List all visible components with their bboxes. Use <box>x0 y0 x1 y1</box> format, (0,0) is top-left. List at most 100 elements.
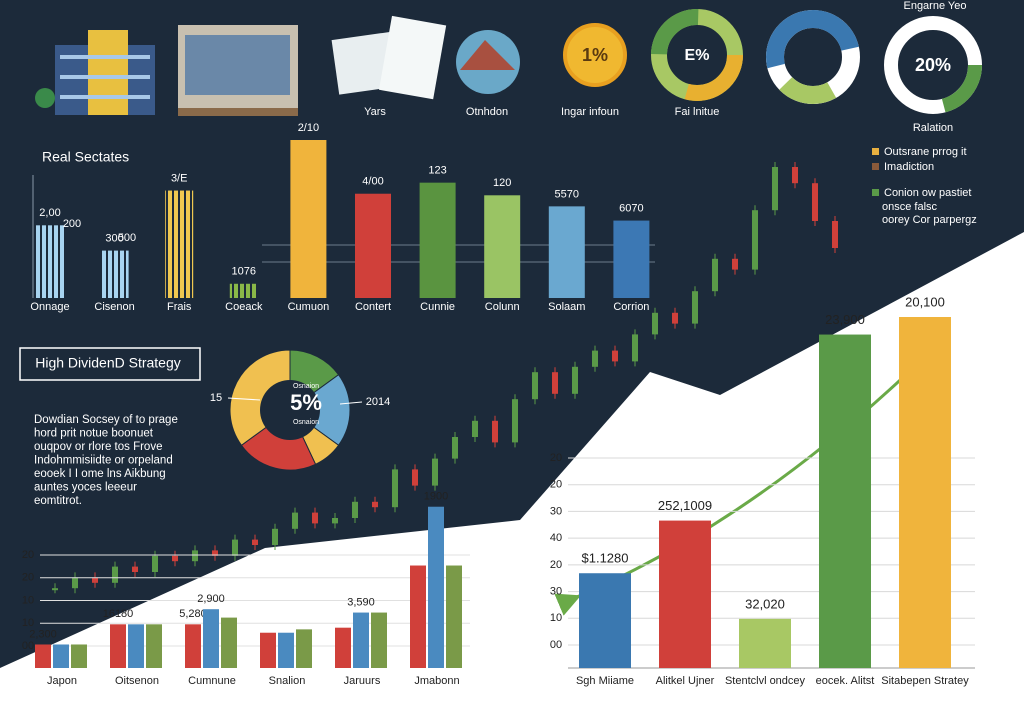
candle <box>552 372 558 394</box>
legend-text: Conion ow pastiet <box>884 187 971 199</box>
x-tick-label: Alitkel Ujner <box>656 675 715 687</box>
bar <box>410 565 426 668</box>
legend-swatch <box>872 163 879 170</box>
bar <box>128 624 144 668</box>
bar-label: 252,1009 <box>658 498 712 513</box>
x-tick-label: Solaam <box>548 301 585 313</box>
candle <box>512 399 518 443</box>
x-tick-label: Contert <box>355 301 391 313</box>
y-tick-label: 20 <box>22 549 34 561</box>
x-tick-label: Jaruurs <box>344 675 381 687</box>
bar-label: 32,020 <box>745 596 785 611</box>
x-tick-label: Cunnie <box>420 301 455 313</box>
badge: E% <box>685 47 710 64</box>
bar <box>71 644 87 668</box>
bar-label: 3,590 <box>347 596 375 608</box>
candle <box>272 528 278 545</box>
legend-text: onsce falsc <box>882 201 938 213</box>
pie-slice <box>229 349 291 446</box>
candle <box>792 167 798 184</box>
bar-label: 2,300 <box>29 628 57 640</box>
leader <box>339 401 363 405</box>
bar-label: $1.1280 <box>582 551 629 566</box>
bar <box>229 283 258 298</box>
icon-label: Fai lnitue <box>675 106 720 118</box>
bar-label: 23,900 <box>825 312 865 327</box>
legend-swatch <box>872 189 879 196</box>
candle <box>92 577 98 583</box>
bar-label: 5570 <box>555 188 579 200</box>
bar <box>579 573 631 668</box>
y-tick-label: 20 <box>550 559 562 571</box>
bar-label: 500 <box>118 232 136 244</box>
candle <box>812 183 818 221</box>
pie-label: 2014 <box>366 396 390 408</box>
candle <box>52 588 58 591</box>
bar <box>110 624 126 668</box>
bar <box>353 612 369 668</box>
x-tick-label: Japon <box>47 675 77 687</box>
pie-hole <box>260 380 320 440</box>
bar <box>165 190 194 298</box>
bar-label: 1900 <box>424 491 448 503</box>
candle <box>772 167 778 211</box>
candle <box>392 469 398 508</box>
candle <box>192 550 198 562</box>
y-tick-label: 00 <box>550 639 562 651</box>
candle <box>432 458 438 486</box>
bar <box>446 565 462 668</box>
bar-label: 20,100 <box>905 294 945 309</box>
papers <box>331 15 447 100</box>
x-tick-label: Cumuon <box>288 301 330 313</box>
y-tick-label: 30 <box>550 505 562 517</box>
bar-label: 120 <box>493 177 511 189</box>
y-tick-label: 10 <box>22 594 34 606</box>
bar <box>185 624 201 668</box>
candle <box>732 258 738 270</box>
y-tick-label: 00 <box>22 640 34 652</box>
candle <box>592 350 598 367</box>
bar <box>260 632 276 668</box>
x-tick-label: Sgh Miiame <box>576 675 634 687</box>
candle <box>752 210 758 270</box>
bar <box>371 612 387 668</box>
bar <box>290 140 327 298</box>
bar <box>899 317 951 668</box>
x-tick-label: Corrion <box>613 301 649 313</box>
bar-label: 2/10 <box>298 122 319 134</box>
bar <box>484 195 521 298</box>
candle <box>672 312 678 324</box>
x-tick-label: Cumnune <box>188 675 236 687</box>
y-tick-label: 20 <box>550 479 562 491</box>
x-tick-label: Snalion <box>269 675 306 687</box>
description-line: eomtitrot. <box>34 495 82 507</box>
bar <box>203 609 219 668</box>
candle <box>212 550 218 556</box>
icon-label: Ralation <box>913 122 953 134</box>
legend-text: oorey Cor parpergz <box>882 214 977 226</box>
candle <box>452 437 458 459</box>
legend-text: Imadiction <box>884 161 934 173</box>
candle <box>492 420 498 443</box>
bar <box>278 632 294 668</box>
y-tick-label: 30 <box>550 585 562 597</box>
candle <box>252 539 258 545</box>
bar-label: 5,280 <box>179 608 207 620</box>
badge: 1% <box>582 45 608 65</box>
bar <box>613 220 650 298</box>
x-tick-label: Frais <box>167 301 192 313</box>
candle <box>132 566 138 572</box>
legend-swatch <box>872 148 879 155</box>
x-tick-label: Sitabepen Stratey <box>881 675 969 687</box>
bar-label: 123 <box>428 165 446 177</box>
bar <box>35 644 51 668</box>
pie-center-bottom: Osnaion <box>293 419 319 426</box>
y-tick-label: 20 <box>550 452 562 464</box>
bar <box>296 629 312 668</box>
y-tick-label: 20 <box>22 572 34 584</box>
bar <box>659 520 711 668</box>
y-tick-label: 10 <box>550 612 562 624</box>
donut-1 <box>651 9 743 101</box>
x-tick-label: Cisenon <box>94 301 134 313</box>
